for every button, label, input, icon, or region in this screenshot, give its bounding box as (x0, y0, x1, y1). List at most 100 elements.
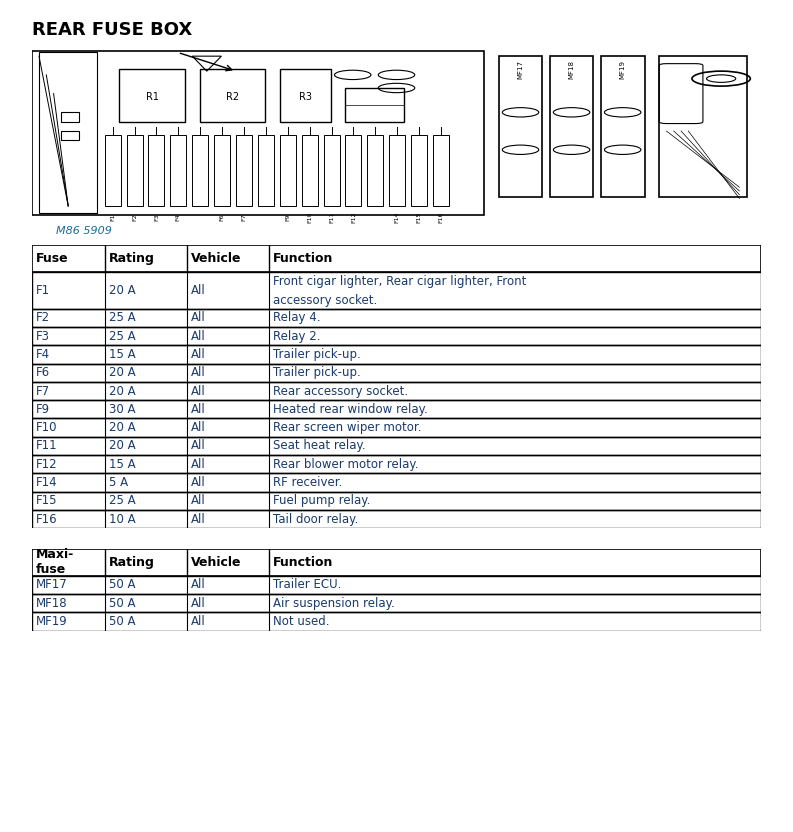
Text: Function: Function (273, 556, 333, 569)
Bar (32, 345, 761, 364)
Text: F15: F15 (36, 494, 57, 508)
Text: Rear blower motor relay.: Rear blower motor relay. (273, 458, 418, 471)
Text: F4: F4 (176, 213, 181, 221)
Text: 20 A: 20 A (109, 439, 136, 453)
Bar (550, 56, 593, 196)
Text: Trailer pick-up.: Trailer pick-up. (273, 366, 361, 379)
Bar (411, 135, 427, 206)
Text: F11: F11 (36, 439, 57, 453)
Bar (32, 272, 761, 309)
Text: 10 A: 10 A (109, 513, 136, 526)
Bar (214, 135, 230, 206)
Text: Trailer pick-up.: Trailer pick-up. (273, 348, 361, 361)
Text: All: All (190, 384, 205, 398)
Text: 30 A: 30 A (109, 403, 135, 416)
Text: Relay 2.: Relay 2. (273, 329, 320, 343)
Text: 50 A: 50 A (109, 578, 135, 592)
Bar (127, 135, 143, 206)
Bar (32, 309, 761, 327)
Text: F16: F16 (439, 211, 443, 223)
Text: Not used.: Not used. (273, 615, 329, 628)
Text: M86 5909: M86 5909 (56, 226, 111, 236)
Bar (32, 364, 761, 382)
Text: All: All (190, 494, 205, 508)
Text: All: All (190, 458, 205, 471)
Bar (32, 327, 761, 345)
Bar (39, 52, 98, 213)
Bar (32, 400, 761, 418)
Text: MF18: MF18 (569, 60, 575, 79)
Text: Vehicle: Vehicle (190, 556, 241, 569)
Bar (32, 245, 761, 272)
Bar (301, 135, 318, 206)
Text: R3: R3 (299, 92, 312, 102)
Bar (236, 135, 252, 206)
Text: Relay 4.: Relay 4. (273, 311, 320, 324)
Text: F16: F16 (36, 513, 57, 526)
Text: REAR FUSE BOX: REAR FUSE BOX (32, 21, 192, 39)
Bar (32, 492, 761, 510)
Text: Front cigar lighter, Rear cigar lighter, Front: Front cigar lighter, Rear cigar lighter,… (273, 275, 527, 289)
Text: F15: F15 (416, 211, 422, 223)
Bar (346, 88, 404, 121)
Bar (32, 437, 761, 455)
Text: MF19: MF19 (619, 60, 626, 79)
Text: All: All (190, 421, 205, 434)
Text: accessory socket.: accessory socket. (273, 294, 377, 307)
Bar (32, 455, 761, 473)
Bar (200, 69, 265, 121)
Text: 15 A: 15 A (109, 348, 136, 361)
Text: All: All (190, 578, 205, 592)
Text: F1: F1 (36, 284, 50, 297)
Bar (32, 576, 761, 594)
Text: MF19: MF19 (36, 615, 67, 628)
Text: All: All (190, 597, 205, 610)
Text: F7: F7 (36, 384, 50, 398)
Text: 25 A: 25 A (109, 311, 136, 324)
Bar (32, 51, 484, 215)
Bar (659, 56, 747, 196)
Bar (32, 594, 761, 612)
Text: Fuel pump relay.: Fuel pump relay. (273, 494, 370, 508)
Text: Maxi-
fuse: Maxi- fuse (36, 548, 74, 577)
Bar (32, 382, 761, 400)
Text: Rear accessory socket.: Rear accessory socket. (273, 384, 408, 398)
Bar (119, 69, 185, 121)
Bar (499, 56, 542, 196)
Text: 20 A: 20 A (109, 366, 136, 379)
Bar (61, 112, 79, 121)
Bar (32, 510, 761, 528)
Text: Vehicle: Vehicle (190, 252, 241, 265)
Bar (324, 135, 339, 206)
Text: R2: R2 (226, 92, 239, 102)
Text: Heated rear window relay.: Heated rear window relay. (273, 403, 427, 416)
Bar (258, 135, 274, 206)
Text: Rating: Rating (109, 556, 155, 569)
Text: F9: F9 (36, 403, 50, 416)
Text: F4: F4 (36, 348, 50, 361)
Text: 5 A: 5 A (109, 476, 128, 489)
Text: Rating: Rating (109, 252, 155, 265)
Text: 20 A: 20 A (109, 284, 136, 297)
Text: F10: F10 (307, 211, 312, 223)
Bar (280, 69, 331, 121)
Text: All: All (190, 439, 205, 453)
Bar (105, 135, 121, 206)
Text: F3: F3 (154, 213, 159, 221)
Bar (367, 135, 383, 206)
Text: F6: F6 (36, 366, 50, 379)
Text: 50 A: 50 A (109, 597, 135, 610)
Text: All: All (190, 403, 205, 416)
Bar (32, 612, 761, 631)
Bar (148, 135, 164, 206)
Text: All: All (190, 284, 205, 297)
Text: F11: F11 (329, 211, 334, 223)
Bar (601, 56, 645, 196)
Text: 20 A: 20 A (109, 421, 136, 434)
Text: Seat heat relay.: Seat heat relay. (273, 439, 366, 453)
Text: All: All (190, 476, 205, 489)
Text: Tail door relay.: Tail door relay. (273, 513, 358, 526)
Text: 25 A: 25 A (109, 329, 136, 343)
Text: Fuse: Fuse (36, 252, 68, 265)
Text: 15 A: 15 A (109, 458, 136, 471)
